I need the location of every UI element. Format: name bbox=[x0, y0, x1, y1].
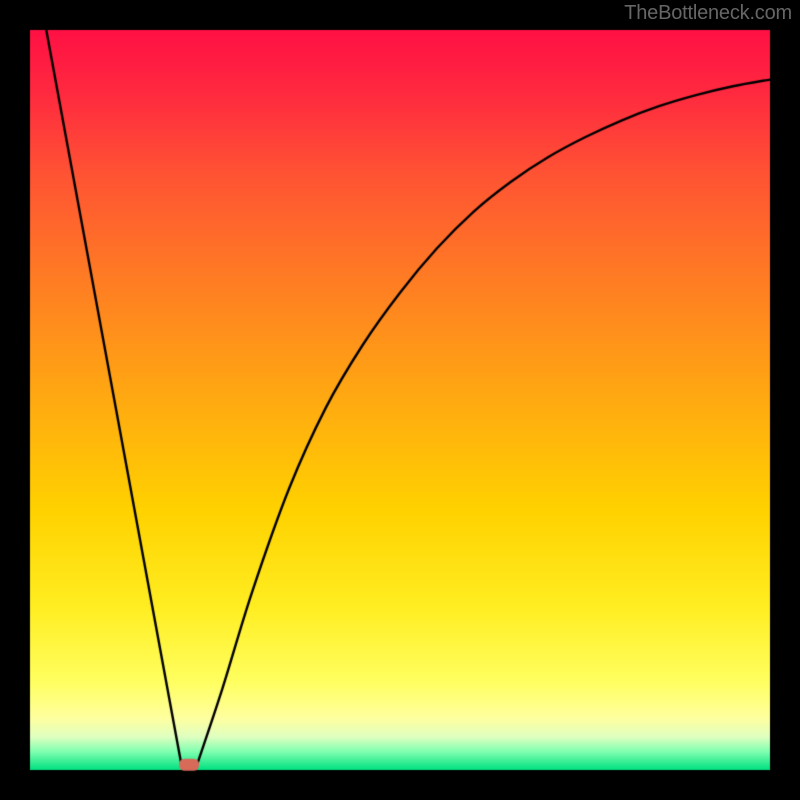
bottleneck-chart-canvas bbox=[0, 0, 800, 800]
chart-frame: TheBottleneck.com bbox=[0, 0, 800, 800]
